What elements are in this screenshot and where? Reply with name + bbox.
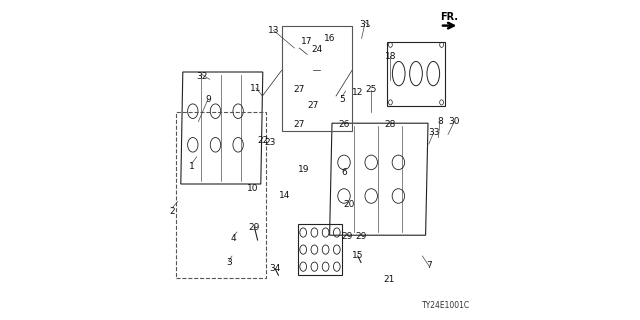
- Text: 33: 33: [428, 128, 439, 137]
- Text: 19: 19: [298, 165, 310, 174]
- Text: 25: 25: [365, 85, 377, 94]
- Bar: [176, 112, 266, 278]
- Text: TY24E1001C: TY24E1001C: [422, 301, 470, 310]
- Text: 1: 1: [189, 162, 195, 171]
- Text: 29: 29: [342, 232, 353, 241]
- Bar: [282, 26, 352, 131]
- Text: 16: 16: [324, 34, 335, 43]
- Text: 32: 32: [196, 72, 207, 81]
- Text: FR.: FR.: [440, 12, 458, 22]
- Text: 15: 15: [352, 252, 364, 260]
- Text: 29: 29: [355, 232, 367, 241]
- Text: 18: 18: [385, 52, 396, 60]
- Text: 11: 11: [250, 84, 262, 92]
- Text: 27: 27: [307, 101, 319, 110]
- Text: 10: 10: [247, 184, 259, 193]
- Text: 23: 23: [265, 138, 276, 147]
- Text: 8: 8: [437, 117, 443, 126]
- Text: 21: 21: [384, 276, 395, 284]
- Text: 17: 17: [301, 37, 313, 46]
- Text: 6: 6: [341, 168, 347, 177]
- Text: 9: 9: [205, 95, 211, 104]
- Text: 24: 24: [311, 45, 323, 54]
- Text: 29: 29: [249, 223, 260, 232]
- Bar: [387, 42, 445, 106]
- Text: 3: 3: [226, 258, 232, 267]
- Text: 27: 27: [294, 120, 305, 129]
- Text: 30: 30: [449, 117, 460, 126]
- Text: 2: 2: [170, 207, 175, 216]
- Text: 4: 4: [231, 234, 236, 243]
- Text: 27: 27: [294, 85, 305, 94]
- Text: 20: 20: [343, 200, 355, 209]
- Text: 7: 7: [426, 261, 431, 270]
- Text: 34: 34: [269, 264, 281, 273]
- Bar: [298, 224, 342, 275]
- Text: 22: 22: [257, 136, 269, 145]
- Text: 26: 26: [339, 120, 349, 129]
- Text: 31: 31: [359, 20, 371, 28]
- Text: 5: 5: [340, 95, 345, 104]
- Text: 13: 13: [268, 26, 279, 35]
- Text: 28: 28: [385, 120, 396, 129]
- Text: 12: 12: [352, 88, 364, 97]
- Text: 14: 14: [279, 191, 291, 200]
